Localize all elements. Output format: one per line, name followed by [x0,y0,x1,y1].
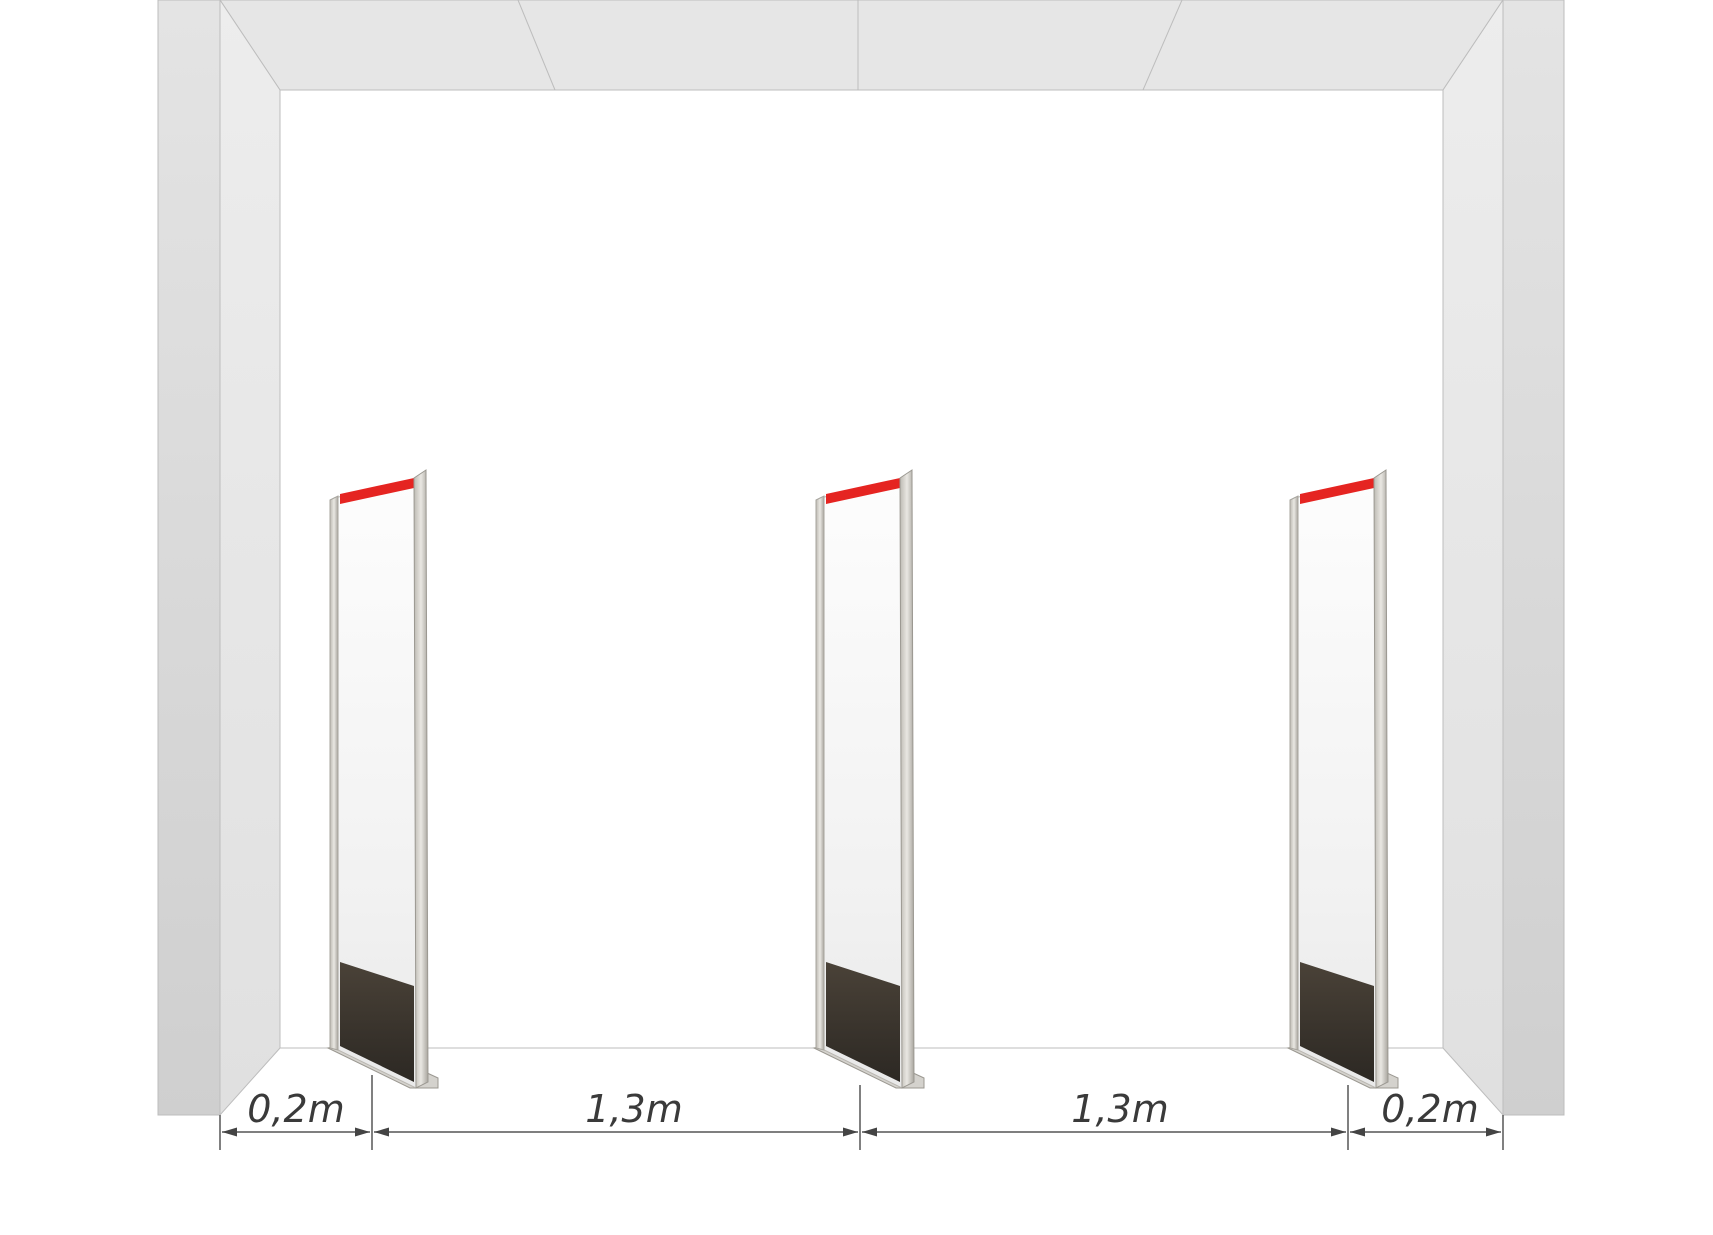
antenna-gate-1 [326,469,439,1089]
antenna-pole [1373,469,1389,1089]
antenna-red-stripe [340,478,414,504]
antenna-base [1300,962,1374,1082]
antenna-left-edge [1289,495,1299,1051]
right-wall [1502,0,1565,1116]
antenna-left-edge [815,495,825,1051]
ceiling-soffit [219,0,1504,91]
dimension-label-gap-1: 1,3m [585,1087,682,1131]
antenna-gate-3 [1286,469,1399,1089]
antenna-gate-2 [812,469,925,1089]
antenna-left-edge [329,495,339,1051]
antenna-pole [413,469,429,1089]
dimension-label-right: 0,2m [1381,1087,1478,1131]
right-jamb [1442,0,1504,1117]
left-wall [157,0,221,1116]
dimension-label-gap-2: 1,3m [1071,1087,1168,1131]
antenna-red-stripe [1300,478,1374,504]
dimension-label-left: 0,2m [247,1087,344,1131]
wall-frame [157,0,1565,1117]
dimension-lines [219,1075,1504,1150]
antenna-base [340,962,414,1082]
antenna-base [826,962,900,1082]
left-jamb [219,0,281,1117]
antenna-pole [899,469,915,1089]
antenna-red-stripe [826,478,900,504]
